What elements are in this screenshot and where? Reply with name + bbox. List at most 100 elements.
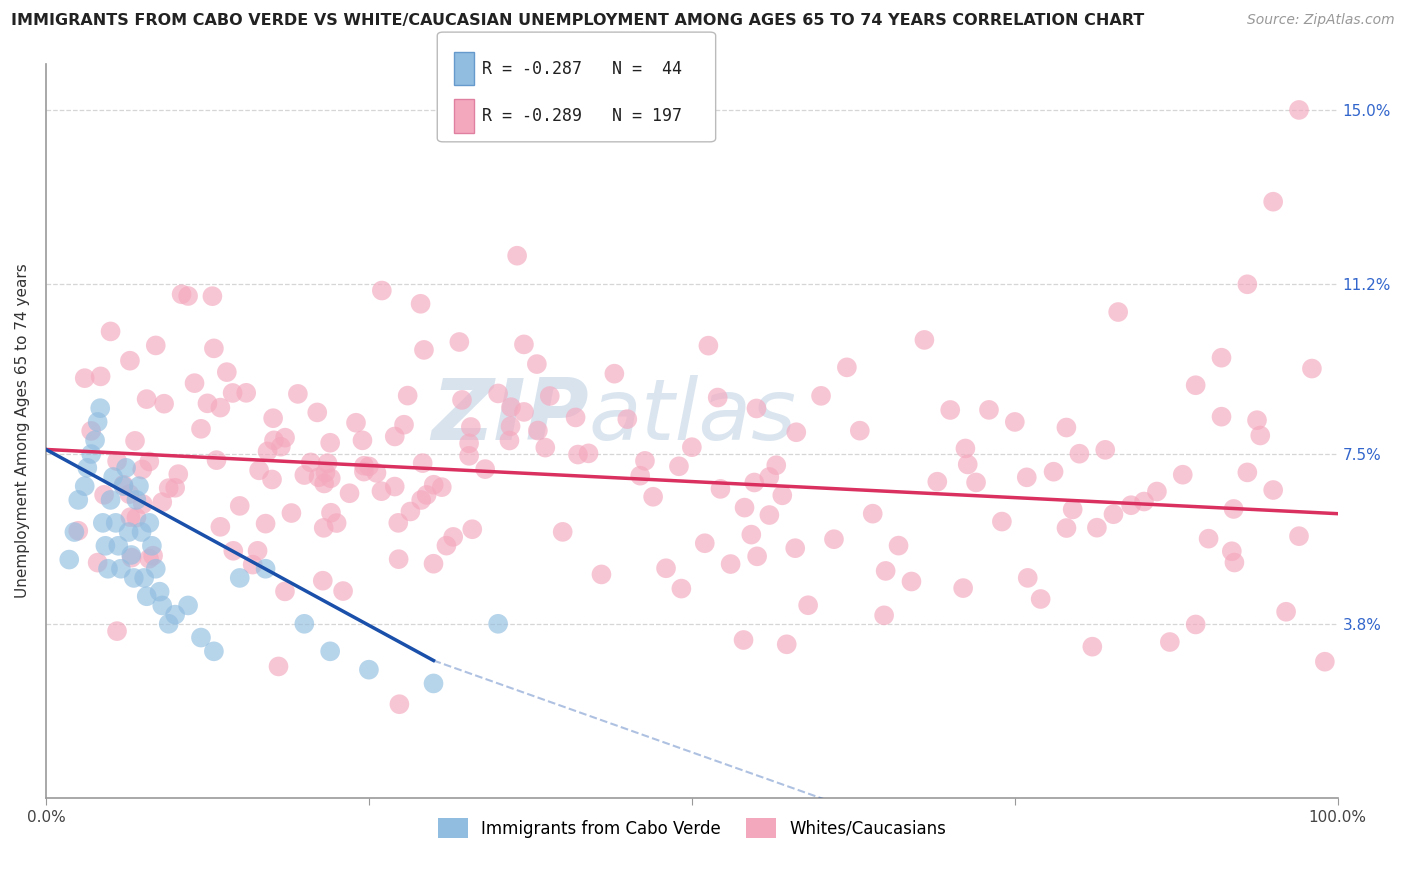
- Point: [409, 297, 432, 311]
- Point: [534, 441, 557, 455]
- Point: [1017, 571, 1039, 585]
- Point: [270, 440, 292, 454]
- Point: [138, 516, 160, 530]
- Point: [100, 325, 122, 339]
- Point: [105, 624, 128, 639]
- Point: [1313, 655, 1336, 669]
- Point: [177, 289, 200, 303]
- Point: [513, 337, 536, 351]
- Point: [267, 659, 290, 673]
- Point: [765, 458, 787, 473]
- Point: [150, 599, 173, 613]
- Point: [823, 532, 845, 546]
- Point: [474, 462, 496, 476]
- Point: [499, 400, 522, 414]
- Point: [167, 467, 190, 482]
- Point: [538, 389, 561, 403]
- Point: [124, 434, 146, 448]
- Point: [183, 376, 205, 391]
- Point: [411, 493, 433, 508]
- Point: [758, 470, 780, 484]
- Point: [1211, 409, 1233, 424]
- Point: [758, 508, 780, 522]
- Point: [263, 434, 285, 448]
- Point: [353, 465, 375, 479]
- Point: [344, 416, 367, 430]
- Point: [274, 431, 297, 445]
- Point: [551, 524, 574, 539]
- Point: [564, 410, 586, 425]
- Point: [319, 435, 342, 450]
- Point: [110, 562, 132, 576]
- Point: [254, 562, 277, 576]
- Point: [201, 289, 224, 303]
- Point: [104, 516, 127, 530]
- Point: [1275, 605, 1298, 619]
- Point: [1056, 521, 1078, 535]
- Point: [132, 497, 155, 511]
- Point: [706, 391, 728, 405]
- Point: [120, 548, 142, 562]
- Point: [1288, 103, 1310, 117]
- Point: [578, 446, 600, 460]
- Point: [222, 544, 245, 558]
- Point: [591, 567, 613, 582]
- Point: [157, 481, 180, 495]
- Point: [384, 479, 406, 493]
- Point: [112, 479, 135, 493]
- Point: [235, 385, 257, 400]
- Legend: Immigrants from Cabo Verde, Whites/Caucasians: Immigrants from Cabo Verde, Whites/Cauca…: [432, 811, 953, 845]
- Point: [1249, 428, 1271, 442]
- Point: [86, 556, 108, 570]
- Point: [247, 463, 270, 477]
- Point: [740, 527, 762, 541]
- Point: [422, 557, 444, 571]
- Point: [229, 571, 252, 585]
- Point: [956, 458, 979, 472]
- Point: [668, 459, 690, 474]
- Point: [357, 459, 380, 474]
- Point: [121, 550, 143, 565]
- Point: [370, 484, 392, 499]
- Point: [131, 524, 153, 539]
- Point: [1184, 378, 1206, 392]
- Point: [603, 367, 626, 381]
- Point: [384, 429, 406, 443]
- Point: [112, 477, 135, 491]
- Point: [86, 415, 108, 429]
- Point: [720, 557, 742, 571]
- Point: [299, 455, 322, 469]
- Point: [90, 369, 112, 384]
- Point: [165, 481, 187, 495]
- Point: [873, 608, 896, 623]
- Point: [316, 456, 339, 470]
- Point: [785, 541, 807, 556]
- Point: [319, 471, 342, 485]
- Text: IMMIGRANTS FROM CABO VERDE VS WHITE/CAUCASIAN UNEMPLOYMENT AMONG AGES 65 TO 74 Y: IMMIGRANTS FROM CABO VERDE VS WHITE/CAUC…: [11, 13, 1144, 29]
- Point: [256, 444, 278, 458]
- Point: [1085, 521, 1108, 535]
- Point: [292, 616, 315, 631]
- Point: [527, 424, 550, 438]
- Point: [392, 417, 415, 432]
- Point: [118, 353, 141, 368]
- Point: [1069, 447, 1091, 461]
- Point: [486, 616, 509, 631]
- Point: [965, 475, 987, 490]
- Point: [810, 389, 832, 403]
- Point: [1263, 483, 1285, 497]
- Point: [58, 552, 80, 566]
- Point: [451, 392, 474, 407]
- Point: [202, 644, 225, 658]
- Point: [422, 676, 444, 690]
- Point: [229, 499, 252, 513]
- Point: [89, 401, 111, 416]
- Point: [1159, 635, 1181, 649]
- Point: [643, 490, 665, 504]
- Point: [849, 424, 872, 438]
- Point: [952, 581, 974, 595]
- Point: [97, 562, 120, 576]
- Point: [307, 405, 329, 419]
- Point: [655, 561, 678, 575]
- Point: [745, 549, 768, 564]
